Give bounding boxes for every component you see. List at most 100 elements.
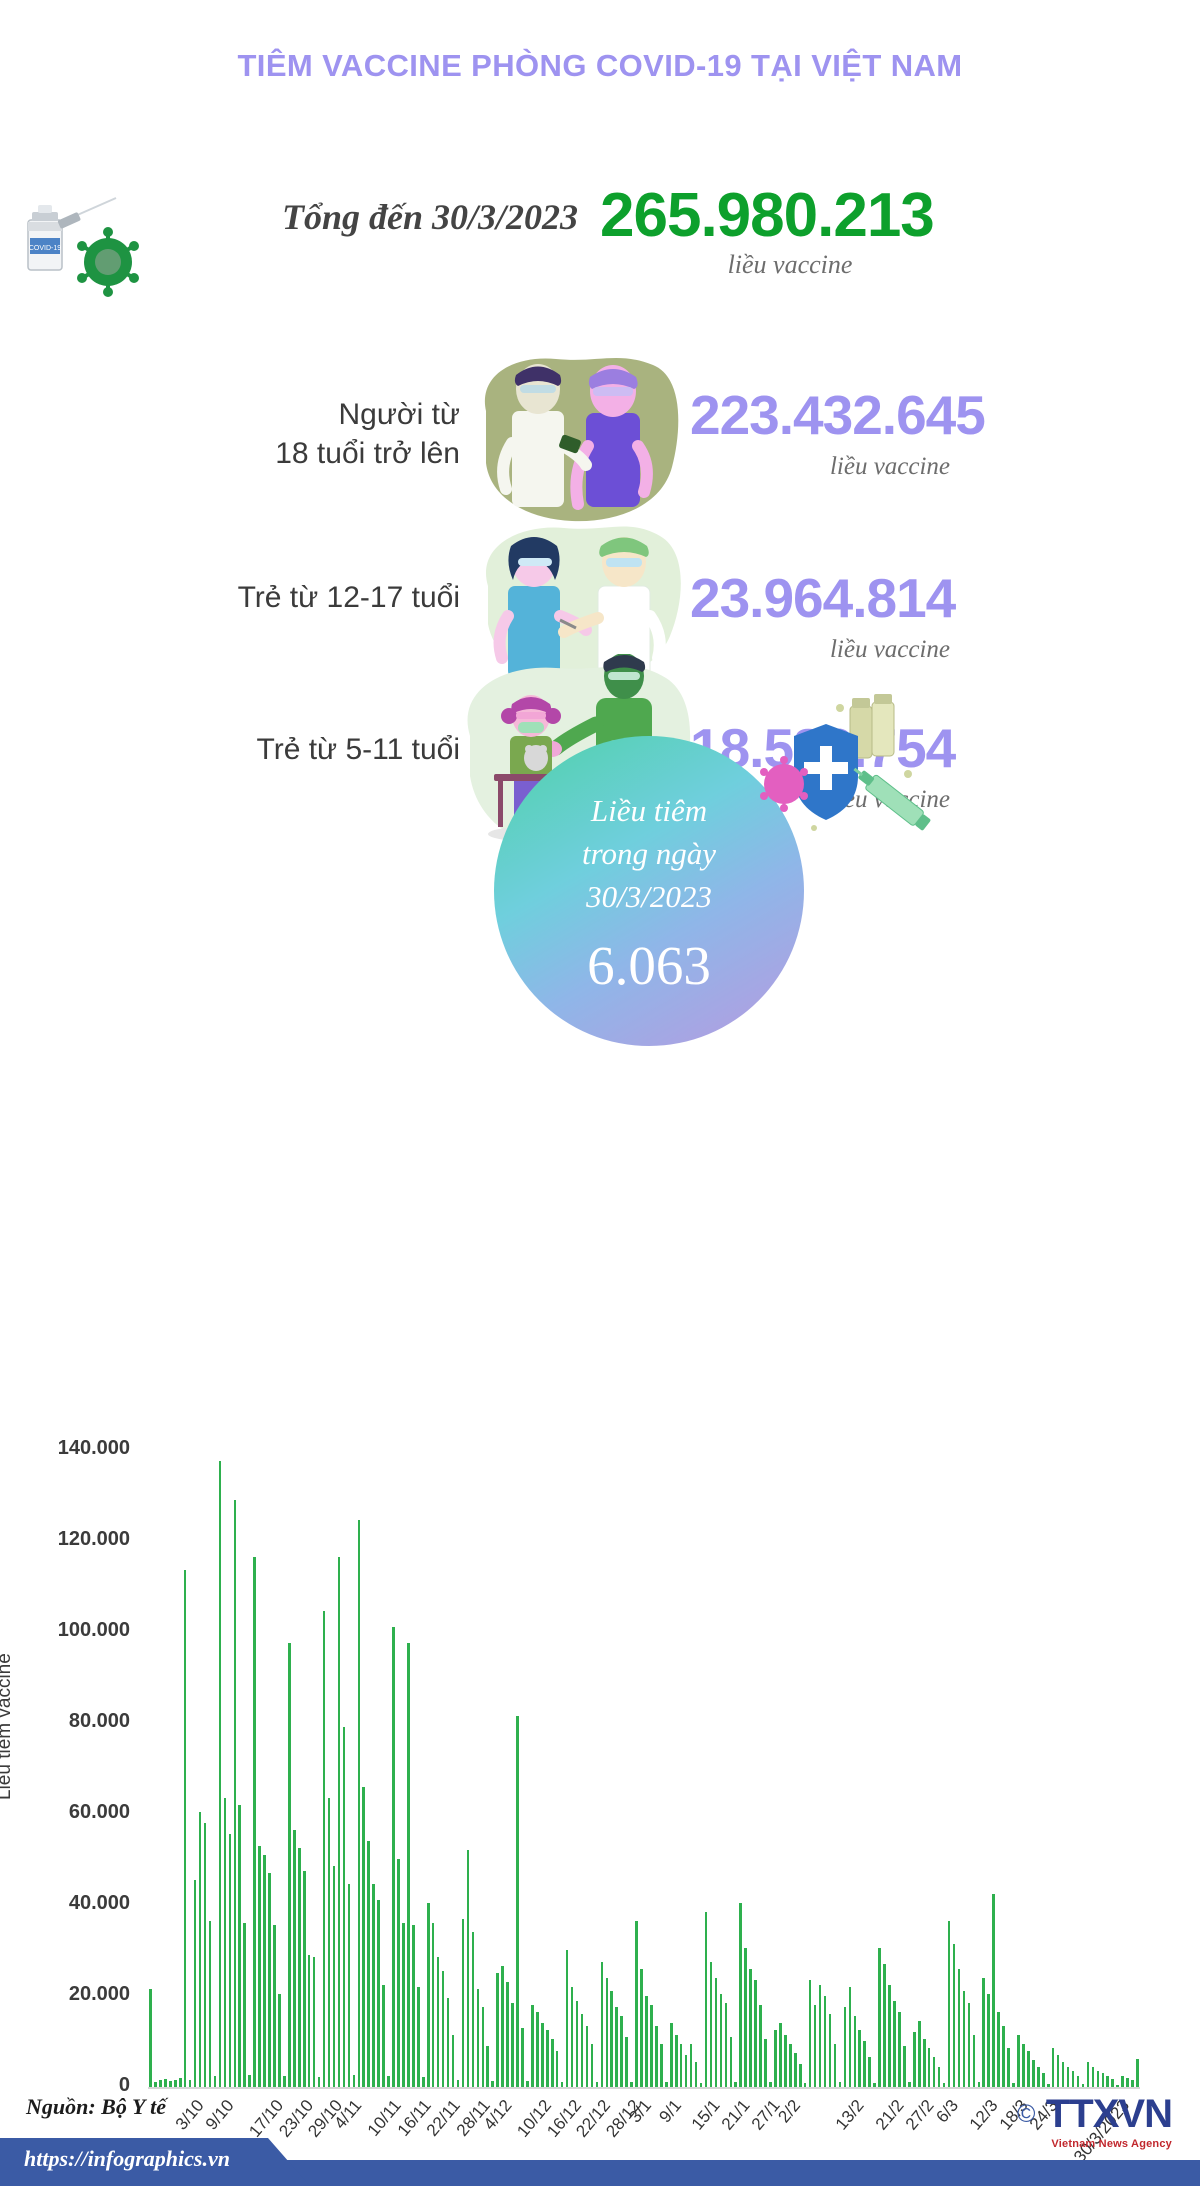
- agency-name: TTXVN: [1045, 2092, 1173, 2136]
- bubble-value: 6.063: [587, 935, 711, 997]
- group-unit-teens: liều vaccine: [829, 636, 951, 663]
- chart-bar: [342, 1727, 346, 2087]
- chart-bar: [922, 2039, 926, 2087]
- chart-bar: [610, 1991, 614, 2087]
- chart-bar: [903, 2046, 906, 2087]
- group-value-adults: 223.432.645: [690, 384, 986, 446]
- chart-bar: [957, 1968, 961, 2087]
- chart-bar: [982, 1977, 986, 2087]
- chart-bar: [689, 2043, 693, 2087]
- chart-bar: [526, 2081, 529, 2087]
- chart-bar: [511, 2002, 514, 2087]
- chart-bar: [947, 1920, 951, 2087]
- chart-bar: [248, 2075, 251, 2087]
- page-title: TIÊM VACCINE PHÒNG COVID-19 TẠI VIỆT NAM: [237, 48, 963, 83]
- chart-y-axis-label: Liều tiêm vaccine: [0, 1653, 15, 1800]
- vaccine-shield-illustration: [760, 694, 931, 831]
- chart-bar: [913, 2032, 916, 2087]
- chart-bar: [1002, 2025, 1005, 2087]
- footer-url[interactable]: https://infographics.vn: [24, 2146, 230, 2171]
- chart-bar: [873, 2082, 876, 2087]
- chart-bar: [744, 1948, 747, 2087]
- chart-bar: [456, 2079, 460, 2087]
- chart-bar: [297, 1848, 301, 2087]
- chart-bar: [699, 2082, 703, 2087]
- chart-bar: [575, 2000, 579, 2087]
- chart-bar: [545, 2030, 549, 2087]
- group-row-adults: Người từ 18 tuổi trở lên: [0, 357, 1200, 545]
- chart-bar: [441, 1970, 445, 2087]
- chart-bar: [1046, 2083, 1050, 2087]
- chart-x-tick: 27/2: [901, 2096, 938, 2134]
- chart-bar: [813, 2005, 817, 2087]
- chart-bar: [1096, 2071, 1100, 2087]
- chart-plot-area: [148, 1427, 1140, 2087]
- chart-bar: [531, 2005, 534, 2087]
- chart-bar: [967, 2002, 971, 2087]
- chart-bar: [436, 1957, 440, 2087]
- chart-bar: [645, 1995, 648, 2087]
- group-value-teens: 23.964.814: [690, 567, 956, 629]
- chart-bar: [808, 1980, 812, 2087]
- chart-bar: [327, 1797, 331, 2087]
- chart-bar: [481, 2007, 485, 2087]
- chart-bar: [387, 2075, 390, 2087]
- chart-bar: [997, 2011, 1000, 2087]
- chart-bar: [823, 1995, 827, 2087]
- chart-x-tick: 9/1: [654, 2096, 685, 2127]
- chart-bar: [402, 1923, 405, 2087]
- chart-bar: [927, 2048, 931, 2087]
- chart-bar: [734, 2082, 738, 2087]
- chart-bar: [1061, 2061, 1065, 2087]
- chart-bar: [154, 2081, 157, 2087]
- chart-x-tick: 12/3: [965, 2096, 1002, 2134]
- chart-bar: [203, 1823, 207, 2087]
- chart-bar: [496, 1973, 499, 2087]
- chart-bar: [1007, 2048, 1010, 2087]
- chart-bar: [560, 2081, 564, 2087]
- chart-bar: [1126, 2077, 1129, 2087]
- chart-bar: [183, 1570, 187, 2087]
- chart-bar: [421, 2076, 425, 2087]
- chart-bar: [312, 1957, 316, 2087]
- chart-bar: [774, 2030, 777, 2087]
- chart-bar: [818, 1984, 822, 2087]
- chart-bar: [655, 2025, 658, 2087]
- chart-bar: [536, 2011, 539, 2087]
- chart-bar: [1136, 2059, 1139, 2087]
- chart-bar: [451, 2034, 455, 2087]
- chart-bar: [769, 2082, 772, 2087]
- chart-bar: [977, 2082, 981, 2087]
- chart-bar: [347, 1884, 351, 2087]
- chart-bar: [759, 2005, 762, 2087]
- chart-bar: [431, 1923, 435, 2087]
- chart-y-tick: 40.000: [68, 1891, 130, 1914]
- chart-bar: [1111, 2078, 1114, 2087]
- chart-bar: [307, 1955, 311, 2087]
- chart-bar: [600, 1961, 604, 2087]
- chart-x-tick: 13/2: [831, 2096, 868, 2134]
- chart-x-tick: 21/1: [717, 2096, 754, 2134]
- vaccine-vial-icon: COVID-19: [27, 197, 139, 297]
- chart-bar: [972, 2034, 976, 2087]
- chart-bar: [605, 1977, 609, 2087]
- chart-bar: [218, 1461, 222, 2087]
- chart-bar: [992, 1893, 995, 2087]
- chart-bar: [739, 1902, 742, 2087]
- chart-bar: [243, 1923, 246, 2087]
- chart-x-tick: 15/1: [688, 2096, 724, 2134]
- chart-bar: [1131, 2080, 1134, 2087]
- chart-bar: [258, 1845, 261, 2087]
- chart-bar: [1086, 2061, 1090, 2087]
- chart-bar: [213, 2075, 217, 2087]
- chart-bar: [377, 1900, 380, 2087]
- bubble-line-3: 30/3/2023: [586, 878, 712, 914]
- group-label-children: Trẻ từ 5-11 tuổi: [256, 733, 461, 766]
- chart-bar: [714, 1977, 718, 2087]
- chart-bar: [724, 2002, 728, 2087]
- chart-bar: [1032, 2059, 1035, 2087]
- footer-url-tab: [0, 2138, 310, 2186]
- chart-bar: [962, 1991, 966, 2087]
- svg-text:COVID-19: COVID-19: [29, 245, 61, 252]
- chart-bar: [178, 2078, 182, 2087]
